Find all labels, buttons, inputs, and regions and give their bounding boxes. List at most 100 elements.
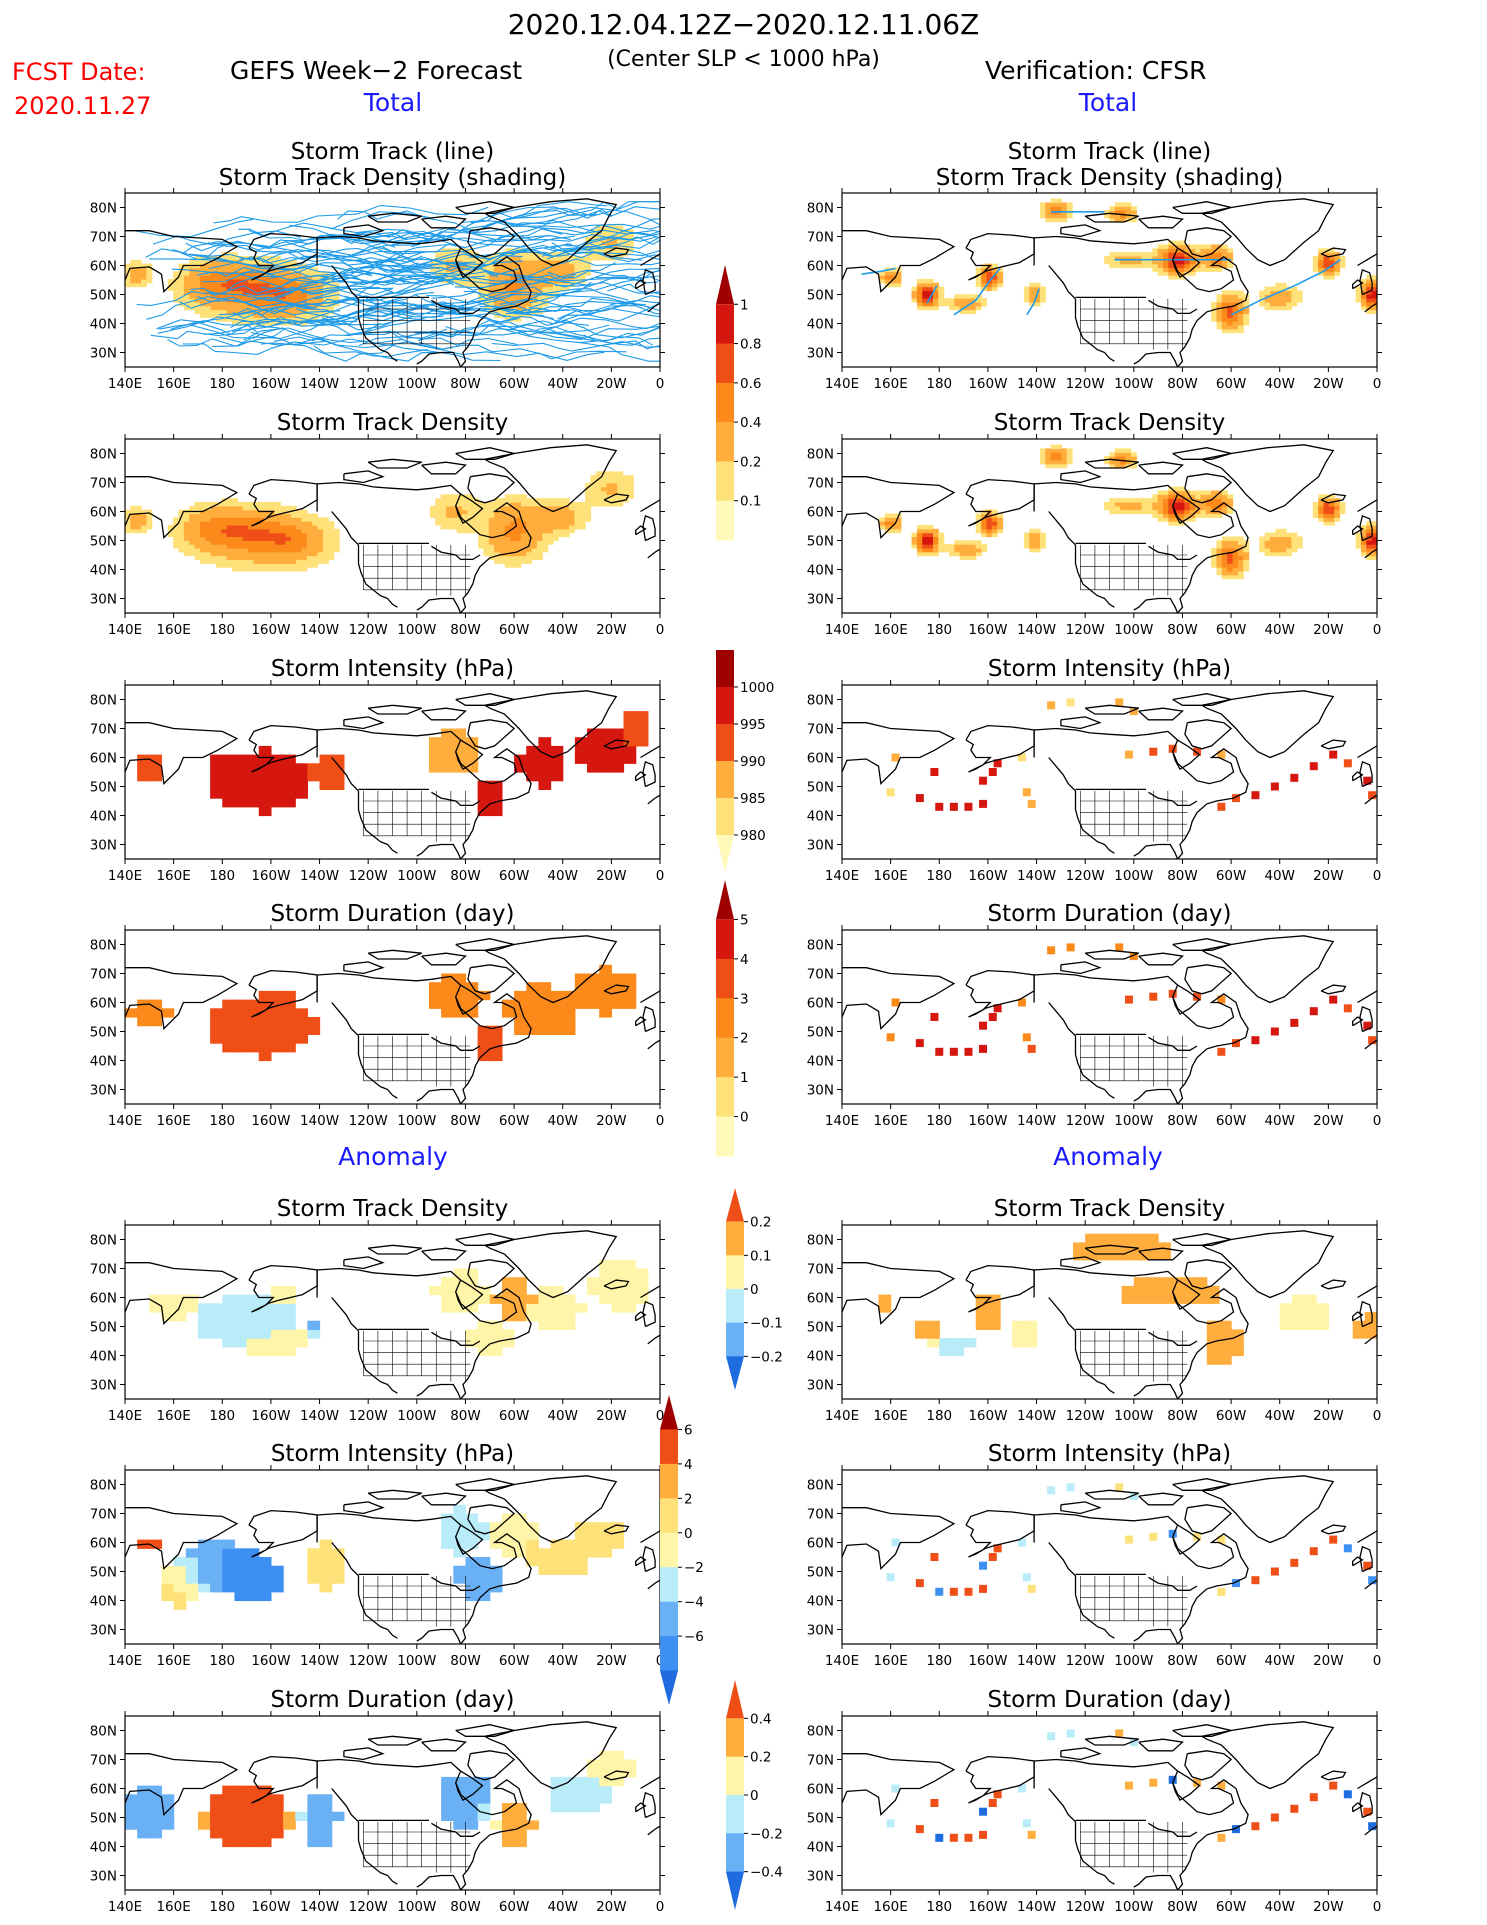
shade-cell — [456, 517, 463, 522]
shade-cell — [135, 267, 142, 272]
shade-cell — [1125, 259, 1132, 265]
shade-cell — [319, 1837, 333, 1848]
shade-cell — [531, 286, 538, 292]
shade-cell — [1163, 263, 1169, 269]
shade-cell — [611, 1759, 625, 1769]
shade-cell — [135, 263, 142, 269]
shade-cell — [1012, 1329, 1025, 1339]
shade-cell — [322, 547, 329, 553]
shade-cell — [510, 305, 517, 311]
shade-cell — [562, 1303, 576, 1313]
lon-tick-label: 160E — [873, 868, 907, 884]
lon-tick-label: 140W — [1017, 1113, 1056, 1129]
shade-cell — [210, 1811, 223, 1821]
lon-tick-label: 140E — [825, 868, 859, 884]
shade-cell — [258, 1043, 272, 1053]
shade-cell — [494, 309, 501, 315]
shade-cell — [599, 964, 612, 975]
shade-cell — [467, 255, 474, 261]
shade-cell — [574, 505, 581, 511]
shade-cell — [1237, 317, 1244, 322]
shade-cell — [526, 255, 533, 261]
shade-cell — [135, 259, 142, 265]
shade-cell — [558, 532, 565, 538]
shade-cell — [312, 521, 319, 526]
shade-cell — [237, 555, 244, 561]
shade-cell — [319, 772, 333, 782]
shade-cell — [547, 282, 554, 288]
coastline — [1184, 964, 1233, 995]
shade-cell — [599, 1768, 612, 1778]
shade-cell — [997, 267, 1004, 272]
shade-cell — [264, 517, 271, 522]
shade-cell — [553, 517, 559, 522]
coastline — [455, 984, 484, 1016]
coastline — [317, 1267, 532, 1354]
shade-cell — [270, 1008, 284, 1018]
shade-cell — [494, 517, 501, 522]
shade-cell — [264, 547, 271, 553]
shade-cell — [483, 513, 490, 518]
shade-cell — [1232, 328, 1239, 334]
shade-cell — [1264, 547, 1271, 553]
shade-cell — [611, 225, 618, 230]
shade-cell — [1334, 498, 1341, 503]
shade-cell — [296, 509, 303, 515]
shade-cell — [932, 551, 939, 557]
shade-cell — [1179, 240, 1185, 246]
shade-cell — [270, 1820, 284, 1830]
shade-cell — [538, 1548, 552, 1558]
shade-cell — [465, 1565, 479, 1575]
shade-cell — [1237, 574, 1244, 580]
shade-cell — [1120, 459, 1127, 465]
shade-cell — [465, 754, 479, 764]
shade-cell — [210, 1820, 223, 1830]
shade-cell — [221, 282, 228, 288]
shade-cell — [295, 1034, 308, 1044]
coastline — [635, 1016, 647, 1027]
obs-cell — [1168, 989, 1177, 998]
shade-cell — [520, 555, 527, 561]
shade-cell — [161, 1574, 175, 1584]
shade-cell — [1189, 248, 1196, 253]
shade-cell — [1221, 547, 1228, 553]
shade-cell — [234, 1837, 248, 1848]
shade-cell — [125, 1811, 138, 1821]
lat-tick-label: 80N — [90, 1724, 117, 1740]
shade-cell — [258, 1557, 272, 1567]
lon-tick-label: 180 — [209, 868, 235, 884]
coastline — [248, 1755, 318, 1804]
shade-cell — [205, 267, 212, 272]
shade-cell — [333, 301, 340, 307]
shade-cell — [317, 551, 324, 557]
shade-cell — [510, 294, 517, 299]
shade-cell — [1109, 501, 1116, 507]
shade-cell — [1227, 536, 1234, 541]
lat-tick-label: 30N — [90, 1869, 117, 1885]
shade-cell — [981, 524, 988, 530]
shade-cell — [264, 505, 271, 511]
shade-cell — [242, 532, 249, 538]
shade-cell — [453, 973, 467, 983]
shade-cell — [478, 294, 485, 299]
shade-cell — [606, 501, 613, 507]
coastline — [635, 525, 647, 536]
shade-cell — [520, 255, 527, 261]
coastline — [1320, 984, 1347, 995]
shade-cell — [258, 1574, 272, 1584]
shade-cell — [499, 498, 506, 503]
storm-track — [219, 328, 447, 362]
shade-cell — [317, 559, 324, 564]
shade-cell — [1218, 1338, 1232, 1348]
coastline — [1084, 949, 1139, 960]
lon-tick-label: 20W — [596, 868, 627, 884]
shade-cell — [264, 544, 271, 549]
shade-cell — [258, 1329, 272, 1339]
shade-cell — [274, 290, 281, 295]
shade-cell — [270, 1294, 284, 1304]
shade-cell — [916, 532, 923, 538]
shade-cell — [538, 999, 552, 1009]
shade-cell — [954, 551, 961, 557]
shade-cell — [1050, 206, 1057, 211]
